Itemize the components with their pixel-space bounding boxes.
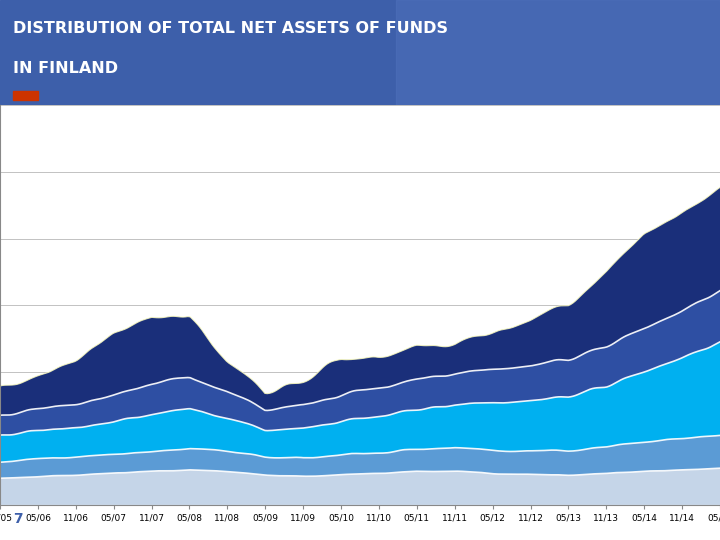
Text: DISTRIBUTION OF TOTAL NET ASSETS OF FUNDS: DISTRIBUTION OF TOTAL NET ASSETS OF FUND…: [13, 21, 448, 36]
Bar: [396, 0, 720, 105]
Bar: [13, 91, 38, 100]
Text: IN FINLAND: IN FINLAND: [13, 61, 118, 76]
Text: 7: 7: [13, 512, 22, 526]
